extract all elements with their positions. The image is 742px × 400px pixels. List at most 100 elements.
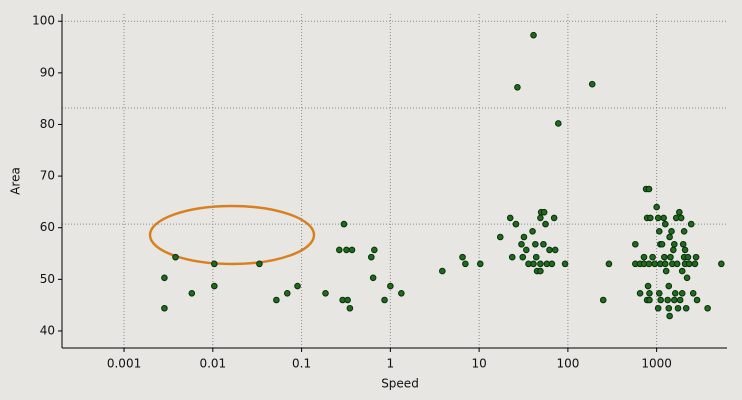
point — [666, 312, 673, 320]
point — [537, 260, 544, 268]
point — [555, 120, 562, 127]
point — [496, 233, 504, 241]
point — [645, 185, 653, 193]
point — [689, 289, 697, 297]
point — [161, 274, 168, 282]
point — [537, 214, 544, 222]
point — [670, 296, 678, 304]
point — [519, 253, 527, 261]
point — [670, 246, 677, 254]
point — [677, 214, 685, 222]
point — [283, 289, 291, 297]
point — [256, 260, 263, 268]
point — [514, 84, 521, 91]
point — [540, 240, 547, 248]
point — [646, 296, 653, 304]
point — [459, 253, 466, 261]
y-tick-label: 50 — [40, 272, 55, 286]
point — [537, 267, 544, 275]
point — [476, 260, 484, 268]
point — [294, 282, 301, 290]
point — [530, 260, 537, 268]
point — [512, 220, 520, 228]
point — [530, 31, 537, 39]
point — [664, 296, 671, 304]
point — [518, 240, 525, 248]
point — [542, 220, 549, 228]
point — [561, 260, 569, 268]
point — [640, 253, 648, 261]
highlight-ellipse — [148, 204, 316, 266]
point — [371, 246, 378, 254]
y-tick-label: 100 — [32, 14, 55, 28]
point — [653, 203, 660, 211]
point — [336, 246, 343, 254]
point — [381, 296, 388, 304]
point — [655, 228, 663, 235]
point — [646, 289, 653, 297]
point — [654, 304, 662, 312]
point — [348, 246, 356, 254]
y-tick-label: 70 — [40, 169, 55, 183]
point — [678, 267, 686, 275]
point — [681, 246, 689, 254]
point — [344, 296, 351, 304]
point — [691, 260, 699, 268]
point — [661, 220, 669, 228]
point — [654, 214, 662, 222]
point — [685, 260, 693, 268]
point — [666, 233, 673, 241]
y-tick-label: 80 — [40, 117, 55, 131]
point — [508, 253, 516, 261]
point — [692, 253, 700, 261]
point — [651, 260, 658, 268]
x-tick-label: 10 — [471, 357, 486, 371]
point — [273, 296, 280, 304]
point — [645, 260, 653, 268]
point — [665, 282, 673, 290]
point — [188, 289, 196, 297]
point — [211, 282, 218, 290]
point — [211, 260, 218, 268]
point — [670, 240, 678, 248]
y-tick-label: 60 — [40, 220, 55, 234]
point — [636, 289, 644, 297]
x-tick-label: 1000 — [641, 357, 672, 371]
point — [387, 282, 394, 290]
point — [548, 260, 556, 268]
y-axis-label: Area — [9, 167, 23, 195]
point — [647, 214, 654, 222]
point — [172, 253, 179, 261]
point — [683, 274, 691, 282]
point — [546, 246, 553, 254]
point — [674, 304, 682, 312]
point — [605, 260, 613, 268]
point — [687, 220, 695, 228]
point — [161, 304, 168, 312]
point — [532, 240, 539, 248]
point — [676, 208, 683, 216]
point — [704, 304, 711, 312]
point — [673, 260, 681, 268]
point — [667, 253, 674, 261]
x-tick-label: 0.1 — [292, 357, 311, 371]
x-tick-label: 0.001 — [107, 357, 141, 371]
x-tick-label: 100 — [556, 357, 579, 371]
point — [439, 267, 446, 275]
point — [665, 304, 673, 312]
x-tick-label: 1 — [387, 357, 395, 371]
point — [668, 228, 675, 235]
point — [520, 233, 528, 241]
point — [346, 304, 354, 312]
point — [322, 289, 329, 297]
y-tick-label: 40 — [40, 323, 55, 337]
y-tick-label: 90 — [40, 65, 55, 79]
point — [661, 260, 669, 268]
point — [588, 80, 596, 88]
point — [662, 267, 670, 275]
point — [660, 214, 667, 222]
point — [680, 228, 688, 235]
point — [657, 296, 664, 304]
point — [661, 253, 668, 261]
